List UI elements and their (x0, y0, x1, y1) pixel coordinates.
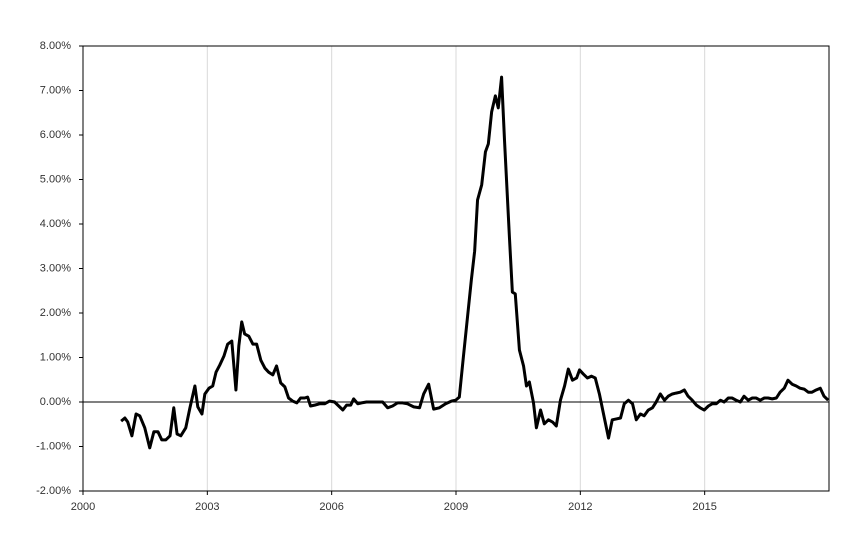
x-tick-label: 2009 (444, 501, 468, 513)
y-tick-label: 4.00% (40, 218, 71, 230)
y-tick-label: 1.00% (40, 351, 71, 363)
x-tick-label: 2015 (692, 501, 716, 513)
x-tick-label: 2012 (568, 501, 592, 513)
x-tick-label: 2003 (195, 501, 219, 513)
x-tick-label: 2006 (319, 501, 343, 513)
x-tick-label: 2000 (71, 501, 95, 513)
y-tick-label: 3.00% (40, 262, 71, 274)
data-line (120, 75, 830, 450)
y-tick-label: 7.00% (40, 84, 71, 96)
y-tick-label: 6.00% (40, 129, 71, 141)
y-tick-label: 0.00% (40, 396, 71, 408)
y-tick-label: 2.00% (40, 307, 71, 319)
y-tick-label: 8.00% (40, 40, 71, 52)
y-tick-label: 5.00% (40, 173, 71, 185)
y-tick-label: -2.00% (36, 485, 71, 497)
y-tick-label: -1.00% (36, 440, 71, 452)
plot-frame (82, 45, 830, 492)
